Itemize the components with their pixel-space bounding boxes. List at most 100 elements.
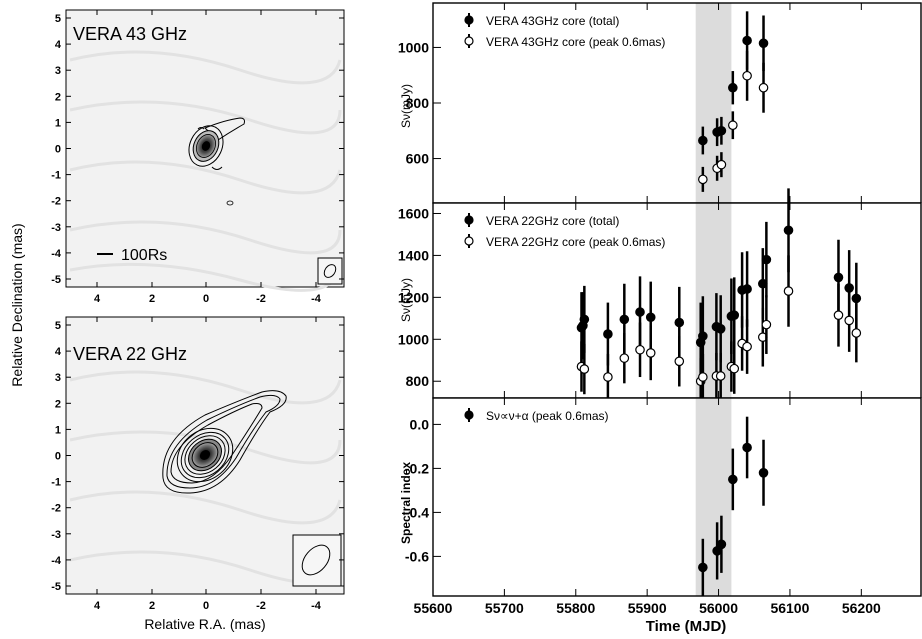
plot-frame (432, 397, 922, 597)
data-point (742, 35, 752, 46)
map-x-tick-label: 2 (149, 293, 155, 305)
contour-map (188, 117, 245, 206)
legend-marker (464, 215, 474, 225)
series-1 (576, 255, 862, 405)
map-y-tick-label: 1 (55, 424, 61, 436)
data-point (844, 315, 854, 326)
y-tick-label: -0.2 (405, 460, 429, 476)
x-tick-label: 55600 (414, 600, 453, 616)
beam-ellipse-box (292, 534, 342, 587)
map-x-tick-label: -4 (311, 600, 322, 612)
plot-background (433, 3, 922, 203)
data-point (742, 442, 752, 453)
ylabel-22ghz: Sν(mJy) (399, 278, 413, 322)
data-point (579, 364, 590, 374)
data-point (619, 353, 630, 363)
data-point (761, 319, 772, 330)
data-point (728, 474, 738, 485)
map-y-tick-label: -5 (51, 581, 61, 593)
map-y-tick-label: -4 (51, 555, 62, 567)
data-point (698, 372, 708, 382)
data-point (761, 254, 772, 265)
data-point (742, 284, 752, 294)
contour-map (162, 390, 287, 494)
legend-label: VERA 22GHz core (peak 0.6mas) (486, 235, 665, 249)
map-y-tick-label: -4 (51, 248, 62, 260)
map-y-tick-label: -2 (51, 196, 61, 208)
map-panel-label: VERA 43 GHz (73, 24, 187, 44)
map-axes: 4 2 0 -2 -4 5 4 3 2 1 0 -1 -2 -3 -4 -5 (51, 10, 344, 305)
data-point (698, 331, 708, 341)
legend: VERA 43GHz core (total) VERA 43GHz core (… (464, 13, 665, 49)
map-y-tick-label: -2 (51, 503, 61, 515)
light-curve-22ghz: 800 1000 1200 1400 1600 VERA 22GHz core (tota… (398, 188, 922, 405)
y-tick-label: 1000 (398, 331, 429, 347)
map-y-tick-label: -1 (51, 477, 61, 489)
time-xlabel: Time (MJD) (646, 618, 727, 635)
spectral-index-panel: 0.0 -0.2 -0.4 -0.6 55600 55700 55800 55900 56000… (405, 397, 922, 616)
data-point (742, 341, 752, 352)
map-y-tick-label: 5 (55, 13, 61, 25)
series-0 (698, 11, 769, 155)
map-x-tick-label: 4 (94, 600, 101, 612)
x-tick-label: 56000 (699, 600, 738, 616)
data-point (729, 310, 740, 320)
map-y-tick-label: 1 (55, 117, 61, 129)
map-x-tick-label: -2 (256, 293, 266, 305)
data-point (635, 307, 645, 317)
data-point (758, 38, 769, 49)
y-tick-label: 1200 (398, 289, 429, 305)
data-point (698, 174, 708, 185)
map-x-tick-label: -4 (311, 293, 322, 305)
x-tick-label: 56100 (770, 600, 809, 616)
x-tick-label: 55700 (485, 600, 524, 616)
legend-label: VERA 22GHz core (total) (486, 214, 619, 228)
map-y-tick-label: 3 (55, 65, 61, 77)
map-ylabel: Relative Declination (mas) (9, 223, 25, 386)
data-point (645, 348, 656, 358)
data-point (579, 314, 590, 325)
map-x-tick-label: 4 (94, 293, 101, 305)
map-y-tick-label: 4 (55, 39, 62, 51)
map-x-tick-label: 0 (203, 293, 209, 305)
data-point (758, 82, 769, 93)
data-point (851, 328, 862, 338)
data-point (674, 317, 685, 328)
map-y-tick-label: 4 (55, 346, 62, 358)
data-point (603, 372, 613, 382)
data-point (833, 272, 844, 283)
map-panel-22ghz: VERA 22 GHz 4 2 0 -2 -4 5 4 3 2 1 0 -1 -2 -3 -4 -5 (51, 316, 345, 612)
legend-label: Sν∝ν+α (peak 0.6mas) (486, 409, 609, 423)
data-point (758, 467, 769, 478)
map-panel-label: VERA 22 GHz (73, 344, 187, 364)
legend-label: VERA 43GHz core (peak 0.6mas) (486, 35, 665, 49)
map-noise-ripples (69, 370, 342, 585)
map-y-tick-label: 2 (55, 91, 61, 103)
map-y-tick-label: 3 (55, 372, 61, 384)
data-point (851, 293, 862, 304)
legend-marker (464, 236, 474, 246)
y-tick-label: 800 (406, 373, 430, 389)
map-x-tick-label: 2 (149, 600, 155, 612)
data-point (716, 159, 727, 170)
data-point (715, 324, 726, 334)
map-x-tick-label: 0 (203, 600, 209, 612)
map-y-tick-label: -3 (51, 529, 61, 541)
ylabel-43ghz: Sν(mJy) (399, 84, 413, 128)
x-tick-label: 55900 (628, 600, 667, 616)
scale-bar-label: 100Rs (121, 247, 167, 264)
data-point (728, 120, 738, 131)
legend-marker (464, 15, 474, 25)
legend: Sν∝ν+α (peak 0.6mas) (464, 408, 609, 423)
data-point (728, 82, 738, 93)
data-point (783, 225, 794, 236)
y-tick-label: 1400 (398, 247, 429, 263)
map-y-tick-label: -1 (51, 170, 61, 182)
data-point (619, 314, 630, 325)
y-tick-label: -0.4 (405, 504, 429, 520)
y-tick-label: 800 (406, 95, 430, 111)
map-y-tick-label: 5 (55, 320, 61, 332)
x-tick-label: 56200 (842, 600, 881, 616)
map-y-tick-label: 2 (55, 398, 61, 410)
map-x-tick-label: -2 (256, 600, 266, 612)
